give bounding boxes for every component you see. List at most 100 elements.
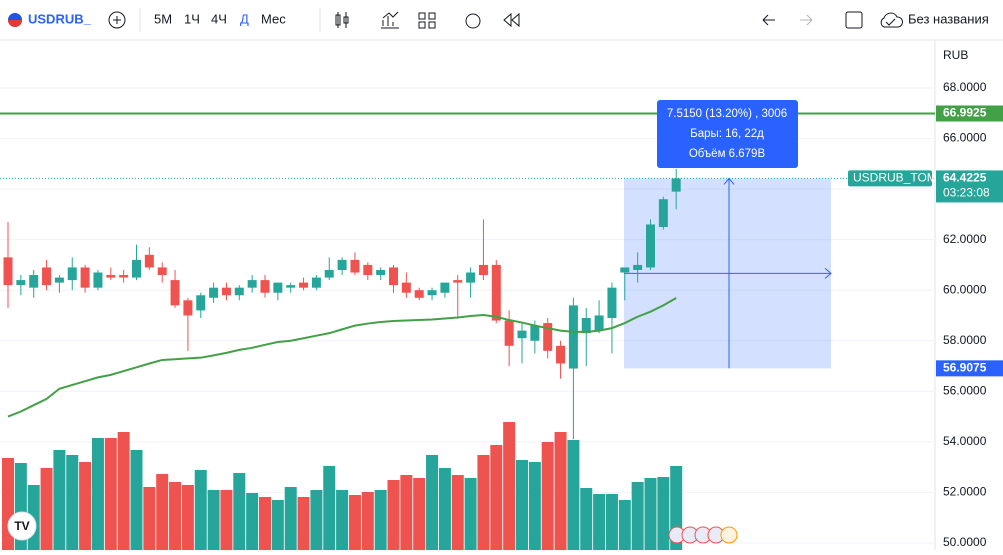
y-tick-label: 56.0000 bbox=[943, 383, 987, 397]
candle-body bbox=[530, 325, 540, 341]
volume-bar bbox=[130, 450, 143, 550]
layouts[interactable] bbox=[418, 12, 436, 29]
currency: RUB bbox=[943, 48, 968, 62]
volume-bar bbox=[541, 442, 554, 550]
candle-body bbox=[311, 277, 321, 288]
moving-average bbox=[7, 297, 677, 418]
candle-body bbox=[221, 287, 231, 296]
volume-bar bbox=[400, 475, 413, 550]
volume-bar bbox=[66, 455, 79, 550]
volume-bar bbox=[169, 482, 182, 550]
volume-bar bbox=[207, 490, 220, 550]
interval[interactable]: 1Ч bbox=[184, 11, 200, 26]
measure-low-label: 56.9075 bbox=[943, 361, 987, 375]
measure-text: Бары: 16, 22д bbox=[690, 128, 764, 140]
candle-body bbox=[170, 280, 180, 306]
y-tick-label: 52.0000 bbox=[943, 485, 987, 499]
interval[interactable]: 5М bbox=[154, 11, 172, 26]
candle-body bbox=[376, 269, 386, 276]
volume-bar bbox=[117, 432, 130, 550]
volume-bar bbox=[618, 500, 631, 550]
volume-bar bbox=[246, 493, 259, 550]
volume-bar bbox=[387, 480, 400, 550]
candle-body bbox=[54, 277, 64, 283]
replay[interactable] bbox=[503, 12, 520, 28]
volume-bar bbox=[464, 478, 477, 550]
alert[interactable] bbox=[465, 13, 481, 29]
volume-bar bbox=[336, 490, 349, 550]
candle-body bbox=[3, 257, 13, 286]
logo-mark: TV bbox=[14, 519, 29, 533]
add-symbol[interactable] bbox=[108, 11, 126, 29]
volume-bar bbox=[451, 475, 464, 550]
volume-bar bbox=[554, 432, 567, 550]
candle-body bbox=[144, 254, 154, 268]
flag-part bbox=[8, 20, 22, 27]
candle-body bbox=[299, 282, 309, 288]
fullscreen[interactable] bbox=[845, 11, 863, 29]
candle-body bbox=[42, 267, 52, 286]
candle-body bbox=[414, 290, 424, 298]
volume-bar bbox=[348, 495, 361, 550]
flag bbox=[720, 526, 738, 544]
candle-body bbox=[401, 282, 411, 293]
volume-bar bbox=[426, 455, 439, 550]
candle-body bbox=[466, 272, 476, 283]
volume-bar bbox=[490, 445, 503, 550]
chart-type[interactable] bbox=[335, 12, 349, 28]
candle-body bbox=[453, 280, 463, 283]
last-price-bg bbox=[936, 170, 1003, 203]
measure-text: 7.5150 (13.20%) , 3006 bbox=[667, 108, 787, 120]
volume-bar bbox=[413, 478, 426, 550]
candle-body bbox=[671, 178, 681, 192]
candle-body bbox=[29, 275, 39, 288]
volume-bar bbox=[631, 482, 644, 550]
y-tick-label: 54.0000 bbox=[943, 434, 987, 448]
symbol-tag: USDRUB_TOM bbox=[853, 171, 937, 185]
indicators[interactable] bbox=[381, 11, 399, 29]
candle-body bbox=[363, 264, 373, 276]
intervals: 5М 1Ч 4Ч Д Мес bbox=[154, 11, 286, 26]
candle-body bbox=[80, 267, 90, 288]
volume-bar bbox=[438, 468, 451, 550]
candle-body bbox=[389, 267, 398, 286]
volume-bar bbox=[605, 494, 618, 550]
candle-body bbox=[440, 282, 450, 293]
volume-bar bbox=[310, 490, 323, 550]
volume-bar bbox=[156, 474, 169, 550]
volume-bar bbox=[297, 497, 310, 550]
measure-arrow bbox=[723, 177, 735, 185]
measure-tooltip bbox=[657, 100, 798, 168]
candle-body bbox=[209, 287, 219, 298]
candle-body bbox=[543, 323, 553, 351]
cloud[interactable] bbox=[880, 12, 904, 28]
layout-name[interactable]: Без названия bbox=[908, 11, 989, 26]
candle-body bbox=[658, 199, 668, 228]
candle-body bbox=[633, 264, 643, 270]
volume-bar bbox=[284, 487, 297, 550]
volume-bar bbox=[528, 462, 541, 550]
volume-bar bbox=[194, 470, 207, 550]
y-tick-label: 68.0000 bbox=[943, 80, 987, 94]
volume-bar bbox=[79, 462, 92, 550]
volume-bar bbox=[503, 422, 516, 550]
volume-bar bbox=[40, 468, 53, 550]
volume-bar bbox=[593, 494, 606, 550]
candle-body bbox=[132, 259, 141, 278]
interval[interactable]: 4Ч bbox=[211, 11, 227, 26]
candle-body bbox=[273, 282, 283, 293]
candle-body bbox=[286, 285, 296, 288]
volume-bar bbox=[259, 497, 271, 550]
candle-body bbox=[556, 345, 566, 364]
symbol[interactable]: USDRUB_ bbox=[28, 11, 92, 26]
candle-body bbox=[491, 264, 501, 321]
candle-body bbox=[427, 290, 437, 296]
candle-body bbox=[247, 280, 257, 288]
interval[interactable]: Д bbox=[240, 11, 249, 26]
volume-bar bbox=[374, 490, 387, 550]
redo[interactable] bbox=[800, 14, 813, 26]
undo[interactable] bbox=[762, 14, 775, 26]
interval[interactable]: Мес bbox=[261, 11, 286, 26]
